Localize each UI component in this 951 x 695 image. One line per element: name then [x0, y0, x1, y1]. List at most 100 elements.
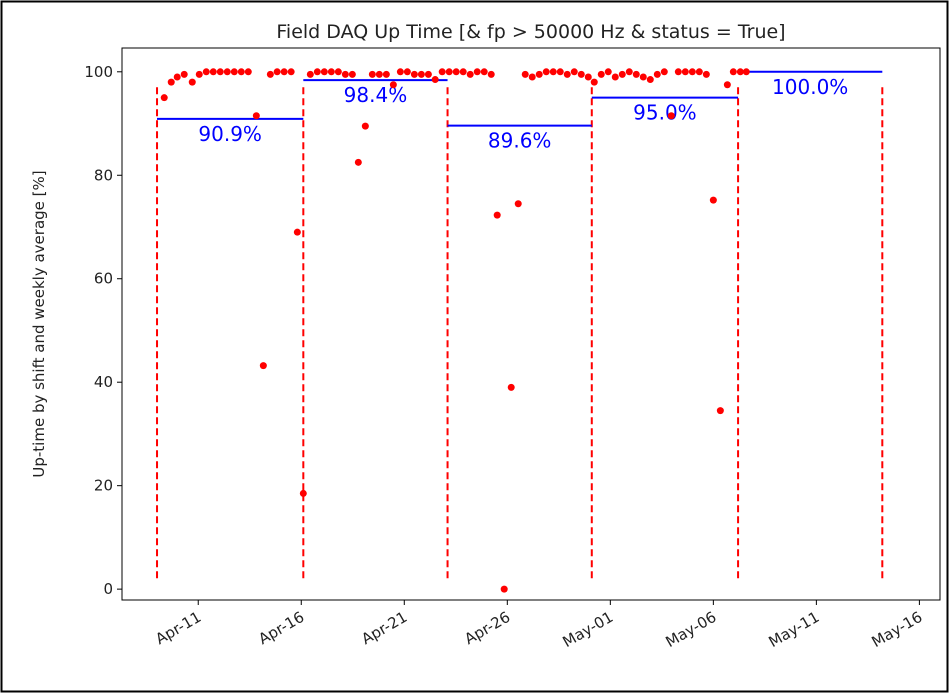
shift-point [313, 68, 321, 76]
shift-point [556, 68, 564, 76]
shift-point [327, 68, 335, 76]
shift-point [209, 68, 217, 76]
shift-point [334, 68, 342, 76]
shift-point [445, 68, 453, 76]
shift-point [618, 70, 626, 78]
shift-point [424, 70, 432, 78]
y-tick-label: 40 [94, 373, 113, 391]
y-tick-label: 60 [94, 270, 113, 288]
shift-point [320, 68, 328, 76]
shift-point [452, 68, 460, 76]
shift-point [709, 196, 717, 204]
shift-point [639, 73, 647, 81]
shift-point [273, 68, 281, 76]
shift-point [341, 70, 349, 78]
shift-point [584, 73, 592, 81]
y-tick-label: 0 [103, 580, 113, 598]
shift-point [173, 73, 181, 81]
shift-point [306, 70, 314, 78]
y-tick-label: 80 [94, 166, 113, 184]
shift-point [742, 68, 750, 76]
y-tick-label: 100 [84, 63, 113, 81]
shift-point [167, 78, 175, 86]
shift-point [230, 68, 238, 76]
shift-point [646, 76, 654, 84]
shift-point [729, 68, 737, 76]
shift-point [202, 68, 210, 76]
shift-point [597, 70, 605, 78]
shift-point [577, 70, 585, 78]
x-tick-label: May-06 [663, 608, 720, 651]
shift-point [216, 68, 224, 76]
shift-point [417, 70, 425, 78]
y-axis-label: Up-time by shift and weekly average [%] [30, 170, 48, 477]
shift-point [354, 158, 362, 166]
shift-point [466, 70, 474, 78]
y-tick-label: 20 [94, 477, 113, 495]
shift-point [514, 200, 522, 208]
weekly-label: 100.0% [772, 75, 848, 99]
shift-point [244, 68, 252, 76]
shift-point [632, 70, 640, 78]
shift-point [660, 68, 668, 76]
shift-point [459, 68, 467, 76]
shift-point [287, 68, 295, 76]
shift-point [590, 78, 598, 86]
weekly-label: 95.0% [633, 101, 697, 125]
shift-point [667, 112, 675, 120]
weekly-label: 89.6% [488, 129, 552, 153]
shift-point [674, 68, 682, 76]
shift-point [521, 70, 529, 78]
shift-point [280, 68, 288, 76]
x-tick-label: May-01 [559, 608, 616, 651]
shift-point [180, 70, 188, 78]
shift-point [438, 68, 446, 76]
shift-point [716, 407, 724, 415]
shift-point [625, 68, 633, 76]
shift-point [266, 70, 274, 78]
x-tick-label: Apr-11 [152, 608, 204, 648]
shift-point [195, 70, 203, 78]
shift-point [431, 76, 439, 84]
shift-point [570, 68, 578, 76]
shift-point [382, 70, 390, 78]
shift-point [259, 362, 267, 370]
shift-point [563, 70, 571, 78]
shift-point [487, 70, 495, 78]
shift-point [396, 68, 404, 76]
shift-point [389, 81, 397, 89]
shift-point [611, 73, 619, 81]
plot-area [121, 47, 941, 601]
x-tick-label: Apr-26 [461, 608, 513, 648]
shift-point [681, 68, 689, 76]
shift-point [188, 78, 196, 86]
shift-point [299, 489, 307, 497]
shift-point [293, 228, 301, 236]
shift-point [528, 73, 536, 81]
shift-point [361, 122, 369, 130]
x-tick-label: May-16 [869, 608, 926, 651]
shift-point [410, 70, 418, 78]
shift-point [348, 70, 356, 78]
x-tick-label: May-11 [766, 608, 823, 651]
shift-point [500, 585, 508, 593]
shift-point [403, 68, 411, 76]
shift-point [375, 70, 383, 78]
shift-point [480, 68, 488, 76]
x-tick-label: Apr-16 [255, 608, 307, 648]
shift-point [542, 68, 550, 76]
weekly-label: 98.4% [344, 83, 408, 107]
shift-point [723, 81, 731, 89]
shift-point [368, 70, 376, 78]
shift-point [160, 94, 168, 102]
shift-point [473, 68, 481, 76]
shift-point [653, 70, 661, 78]
shift-point [223, 68, 231, 76]
shift-point [493, 211, 501, 219]
shift-point [604, 68, 612, 76]
shift-point [702, 70, 710, 78]
shift-point [695, 68, 703, 76]
shift-point [688, 68, 696, 76]
